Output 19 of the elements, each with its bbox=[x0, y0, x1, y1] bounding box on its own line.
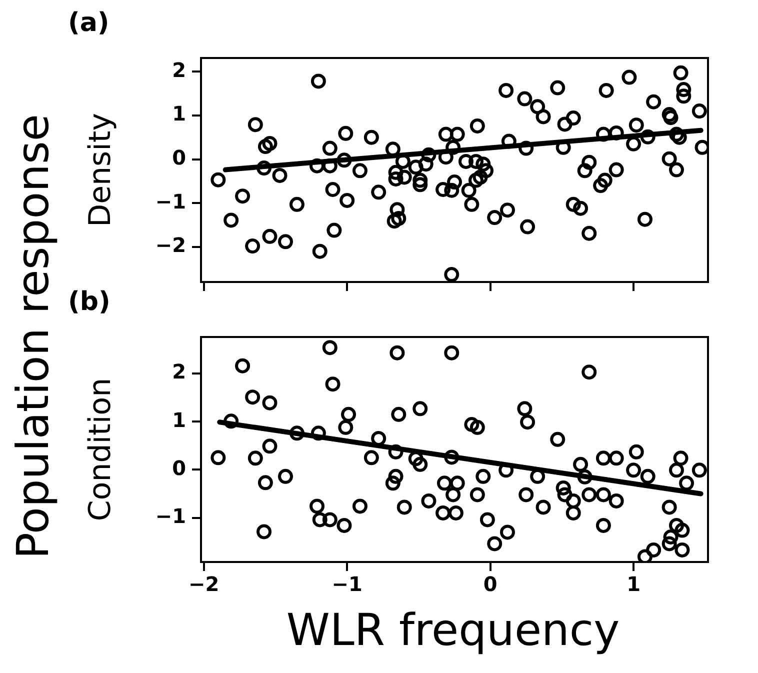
y-axis-title: Density bbox=[82, 112, 118, 228]
y-tick-label: 0 bbox=[172, 145, 186, 170]
y-tick-label: 2 bbox=[172, 58, 186, 82]
y-tick-label: 1 bbox=[172, 408, 186, 432]
x-axis-title: WLR frequency bbox=[285, 605, 621, 656]
x-tick-label: −2 bbox=[188, 572, 220, 596]
y-tick-label: −2 bbox=[155, 233, 186, 258]
chart-title: (b) bbox=[68, 287, 110, 317]
x-tick-label: 1 bbox=[626, 572, 640, 596]
y-tick-label: 1 bbox=[172, 102, 186, 126]
text: Population response bbox=[8, 114, 59, 560]
chart-title: (a) bbox=[68, 8, 110, 38]
y-tick-label: 0 bbox=[172, 456, 186, 480]
x-tick-label: 0 bbox=[483, 572, 498, 596]
y-tick-label: 2 bbox=[172, 360, 186, 384]
x-tick-label: −1 bbox=[332, 572, 362, 596]
y-tick-label: −1 bbox=[155, 189, 186, 214]
y-axis-title: Condition bbox=[82, 378, 118, 522]
y-tick-label: −1 bbox=[155, 504, 186, 528]
